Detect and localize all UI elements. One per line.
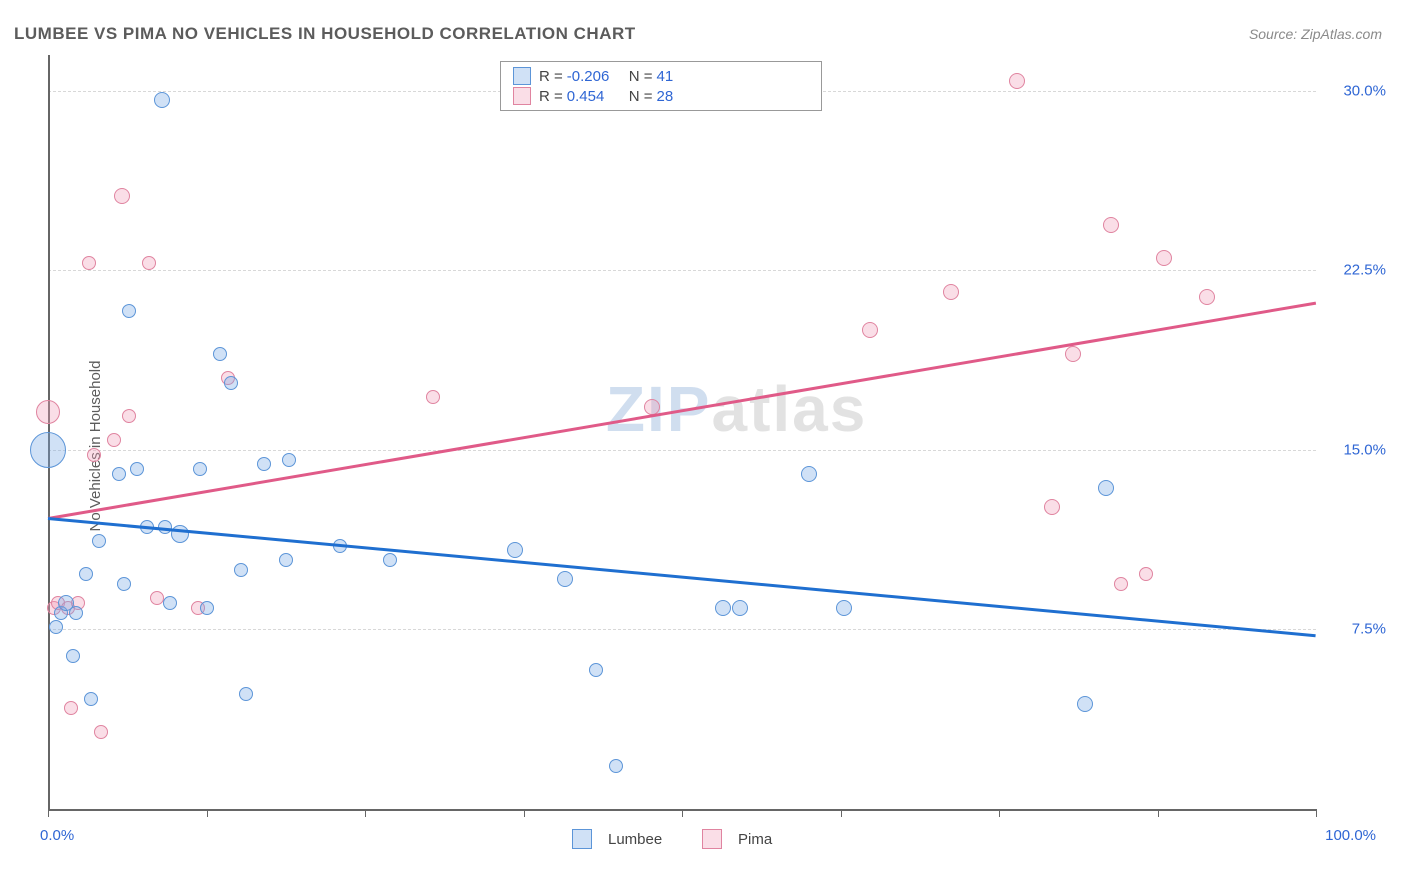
marker-lumbee	[69, 606, 83, 620]
marker-lumbee	[557, 571, 573, 587]
gridline	[48, 270, 1316, 271]
marker-lumbee	[171, 525, 189, 543]
stat-R-value-pima: 0.454	[567, 88, 625, 105]
marker-pima	[36, 400, 60, 424]
marker-lumbee	[130, 462, 144, 476]
marker-lumbee	[609, 759, 623, 773]
marker-lumbee	[112, 467, 126, 481]
x-min-label: 0.0%	[40, 827, 74, 844]
marker-pima	[1139, 567, 1153, 581]
stat-N-label: N =	[629, 68, 653, 85]
legend-lumbee: Lumbee	[572, 829, 662, 849]
marker-lumbee	[163, 596, 177, 610]
marker-lumbee	[383, 553, 397, 567]
x-max-label: 100.0%	[1325, 827, 1376, 844]
marker-pima	[1009, 73, 1025, 89]
stats-row-lumbee: R = -0.206 N = 41	[501, 66, 821, 86]
x-tick	[1316, 809, 1317, 817]
marker-lumbee	[732, 600, 748, 616]
marker-pima	[87, 448, 101, 462]
stat-R-label: R =	[539, 68, 563, 85]
x-tick	[841, 809, 842, 817]
legend-label-lumbee: Lumbee	[608, 831, 662, 848]
gridline	[48, 450, 1316, 451]
marker-pima	[1044, 499, 1060, 515]
marker-lumbee	[92, 534, 106, 548]
marker-pima	[1199, 289, 1215, 305]
x-tick	[365, 809, 366, 817]
marker-lumbee	[257, 457, 271, 471]
marker-lumbee	[84, 692, 98, 706]
stats-box: R = -0.206 N = 41R = 0.454 N = 28	[500, 61, 822, 111]
marker-lumbee	[117, 577, 131, 591]
legend-label-pima: Pima	[738, 831, 772, 848]
stat-R-label: R =	[539, 88, 563, 105]
stats-row-pima: R = 0.454 N = 28	[501, 86, 821, 106]
swatch-lumbee	[513, 67, 531, 85]
y-tick-label: 22.5%	[1326, 262, 1386, 279]
marker-lumbee	[279, 553, 293, 567]
marker-pima	[64, 701, 78, 715]
plot-area: 7.5%15.0%22.5%30.0%0.0%100.0%ZIPatlasR =…	[48, 55, 1316, 809]
marker-lumbee	[122, 304, 136, 318]
x-tick	[682, 809, 683, 817]
marker-lumbee	[507, 542, 523, 558]
marker-lumbee	[715, 600, 731, 616]
stat-N-value-lumbee: 41	[657, 68, 674, 85]
source-label: Source: ZipAtlas.com	[1249, 26, 1382, 42]
marker-pima	[1065, 346, 1081, 362]
marker-lumbee	[1077, 696, 1093, 712]
x-tick	[1158, 809, 1159, 817]
trendline-pima	[48, 302, 1316, 520]
marker-lumbee	[234, 563, 248, 577]
marker-lumbee	[282, 453, 296, 467]
x-tick	[524, 809, 525, 817]
x-tick	[207, 809, 208, 817]
chart-title: LUMBEE VS PIMA NO VEHICLES IN HOUSEHOLD …	[14, 24, 636, 44]
marker-lumbee	[154, 92, 170, 108]
legend-swatch-lumbee	[572, 829, 592, 849]
marker-lumbee	[213, 347, 227, 361]
legend-pima: Pima	[702, 829, 772, 849]
marker-pima	[1103, 217, 1119, 233]
marker-pima	[1114, 577, 1128, 591]
marker-lumbee	[79, 567, 93, 581]
marker-pima	[862, 322, 878, 338]
marker-lumbee	[224, 376, 238, 390]
marker-pima	[94, 725, 108, 739]
x-tick	[48, 809, 49, 817]
marker-lumbee	[66, 649, 80, 663]
marker-pima	[142, 256, 156, 270]
marker-pima	[943, 284, 959, 300]
marker-lumbee	[801, 466, 817, 482]
marker-pima	[114, 188, 130, 204]
marker-lumbee	[193, 462, 207, 476]
y-tick-label: 7.5%	[1326, 621, 1386, 638]
x-tick	[999, 809, 1000, 817]
marker-lumbee	[589, 663, 603, 677]
y-tick-label: 15.0%	[1326, 441, 1386, 458]
marker-pima	[426, 390, 440, 404]
trendline-lumbee	[48, 517, 1316, 637]
legend-swatch-pima	[702, 829, 722, 849]
marker-lumbee	[1098, 480, 1114, 496]
swatch-pima	[513, 87, 531, 105]
marker-lumbee	[836, 600, 852, 616]
marker-pima	[122, 409, 136, 423]
stat-R-value-lumbee: -0.206	[567, 68, 625, 85]
stat-N-label: N =	[629, 88, 653, 105]
marker-pima	[1156, 250, 1172, 266]
stat-N-value-pima: 28	[657, 88, 674, 105]
y-tick-label: 30.0%	[1326, 82, 1386, 99]
marker-lumbee	[200, 601, 214, 615]
marker-lumbee	[30, 432, 66, 468]
marker-pima	[82, 256, 96, 270]
gridline	[48, 629, 1316, 630]
marker-pima	[107, 433, 121, 447]
marker-lumbee	[239, 687, 253, 701]
marker-lumbee	[49, 620, 63, 634]
